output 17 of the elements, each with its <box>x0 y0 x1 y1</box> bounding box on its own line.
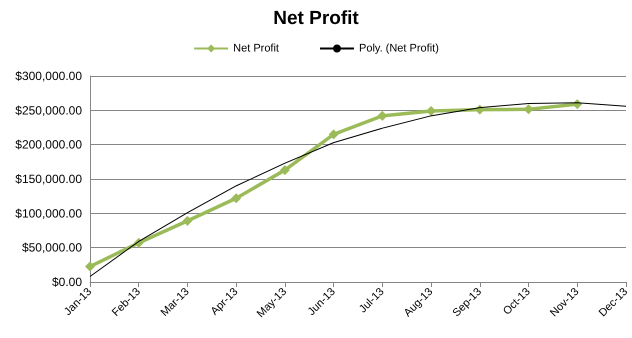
y-tick-label: $250,000.00 <box>15 103 82 118</box>
legend-label: Poly. (Net Profit) <box>358 42 439 54</box>
y-tick-label: $300,000.00 <box>15 69 82 83</box>
y-tick-label: $100,000.00 <box>15 206 82 220</box>
chart-title: Net Profit <box>273 8 360 29</box>
legend-label: Net Profit <box>233 42 279 54</box>
y-tick-label: $150,000.00 <box>15 172 82 186</box>
point <box>85 262 95 272</box>
point <box>328 129 339 140</box>
point <box>231 193 242 204</box>
y-tick-label: $0.00 <box>52 275 82 289</box>
point <box>524 104 534 114</box>
y-tick-label: $50,000.00 <box>22 240 82 255</box>
point <box>280 165 290 176</box>
y-tick-label: $200,000.00 <box>15 138 82 152</box>
point <box>182 216 192 226</box>
point <box>377 110 388 121</box>
